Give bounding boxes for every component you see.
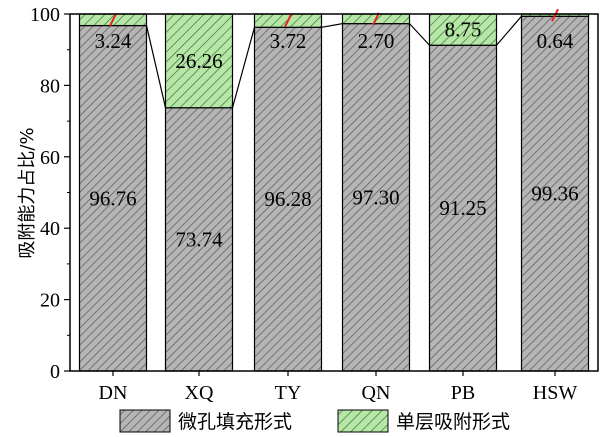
bar-micropore-dn — [78, 24, 148, 372]
connector-lines — [145, 15, 522, 108]
y-axis: 0 20 40 60 80 100 — [30, 4, 70, 383]
legend-label-micropore: 微孔填充形式 — [178, 411, 292, 433]
connector-line — [496, 15, 522, 46]
x-tick-label: XQ — [185, 382, 214, 404]
x-tick-label: DN — [99, 382, 128, 404]
data-label-monolayer: 26.26 — [175, 49, 222, 73]
data-label-monolayer: 3.72 — [270, 29, 307, 53]
y-tick-label: 80 — [40, 75, 60, 97]
y-tick-label: 100 — [30, 4, 60, 26]
data-label-micropore: 99.36 — [531, 182, 578, 206]
data-label-monolayer: 3.24 — [95, 29, 132, 53]
bar-micropore-ty — [253, 26, 323, 372]
plot-frame — [69, 13, 599, 372]
data-label-micropore: 91.25 — [439, 196, 486, 220]
bar-monolayer-pb — [428, 13, 498, 46]
bar-monolayer-xq — [164, 13, 234, 109]
bar-micropore-pb — [428, 44, 498, 372]
y-tick-label: 0 — [50, 361, 60, 383]
x-tick-label: HSW — [533, 382, 578, 404]
y-axis-label: 吸附能力占比/% — [17, 127, 38, 258]
x-tick-label: PB — [451, 382, 475, 404]
small-segment-markers — [109, 8, 559, 28]
segment-marker — [551, 8, 559, 22]
x-tick-label: QN — [362, 382, 391, 404]
data-label-monolayer: 0.64 — [537, 29, 574, 53]
legend-swatch-micropore — [119, 409, 171, 433]
data-label-micropore: 73.74 — [175, 227, 223, 251]
legend: 微孔填充形式 单层吸附形式 — [119, 409, 510, 433]
y-tick-label: 40 — [40, 218, 60, 240]
data-labels: 3.24 96.76 26.26 73.74 3.72 96.28 2.70 97.30 8.7… — [89, 18, 578, 252]
connector-line — [145, 25, 167, 108]
segment-marker — [372, 12, 380, 26]
connector-line — [321, 23, 343, 28]
data-label-monolayer: 2.70 — [358, 29, 395, 53]
x-axis: DN XQ TY QN PB HSW — [99, 371, 578, 404]
connector-line — [409, 23, 430, 46]
y-tick-label: 20 — [40, 290, 60, 312]
connector-line — [231, 27, 256, 108]
bars-group — [78, 13, 590, 372]
bar-micropore-hsw — [520, 15, 590, 372]
x-tick-label: TY — [275, 382, 302, 404]
legend-label-monolayer: 单层吸附形式 — [396, 411, 510, 433]
data-label-micropore: 96.28 — [264, 187, 311, 211]
segment-marker — [109, 13, 117, 27]
y-tick-label: 60 — [40, 147, 60, 169]
segment-marker — [284, 14, 292, 28]
data-label-micropore: 96.76 — [89, 186, 136, 210]
legend-swatch-monolayer — [337, 409, 389, 433]
data-label-micropore: 97.30 — [352, 185, 399, 209]
data-label-monolayer: 8.75 — [445, 18, 482, 42]
